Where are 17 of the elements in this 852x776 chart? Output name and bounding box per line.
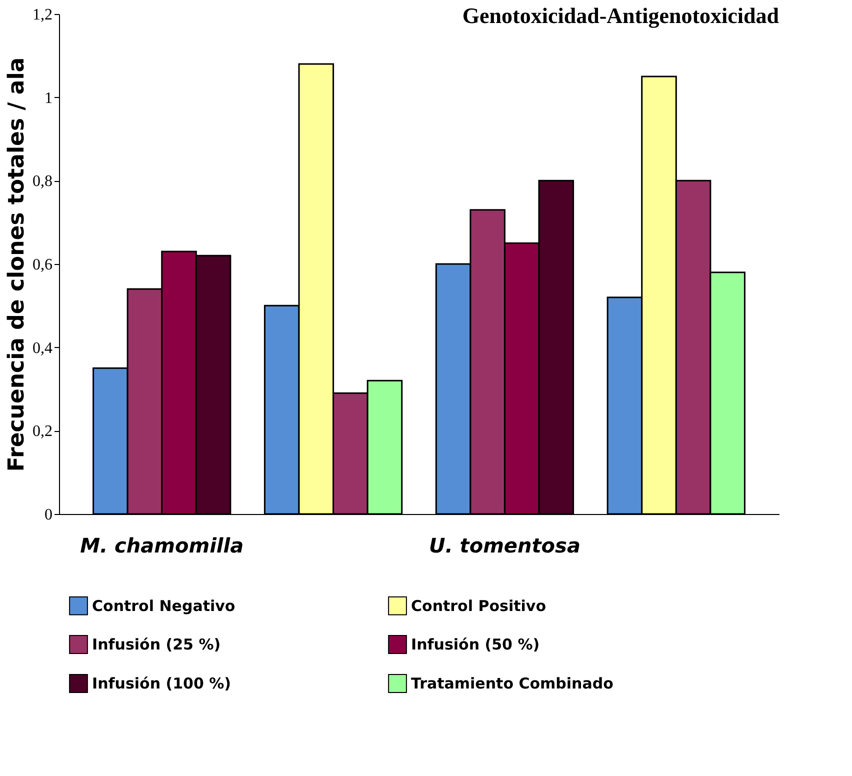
y-tick-label: 0 [44, 506, 52, 524]
y-tick-label: 0,2 [32, 423, 52, 440]
legend-label: Infusión (100 %) [92, 674, 232, 692]
legend-label: Infusión (25 %) [92, 636, 221, 654]
y-tick-label: 1 [44, 90, 52, 107]
x-tick-label: U. tomentosa [428, 534, 580, 558]
legend-label: Control Positivo [411, 596, 546, 615]
y-axis-title: Frecuencia de clones totales / ala [4, 57, 30, 472]
legend-label: Tratamiento Combinado [411, 674, 614, 692]
x-tick-label: M. chamomilla [80, 534, 244, 558]
y-tick-label: 1,2 [32, 6, 52, 24]
y-tick-label: 0,8 [32, 173, 52, 190]
y-tick-label: 0,4 [32, 340, 52, 357]
y-tick-label: 0,6 [32, 256, 52, 274]
chart-title: Genotoxicidad-Antigenotoxicidad [462, 3, 779, 28]
legend-label: Infusión (50 %) [411, 636, 540, 654]
legend-label: Control Negativo [92, 596, 236, 615]
